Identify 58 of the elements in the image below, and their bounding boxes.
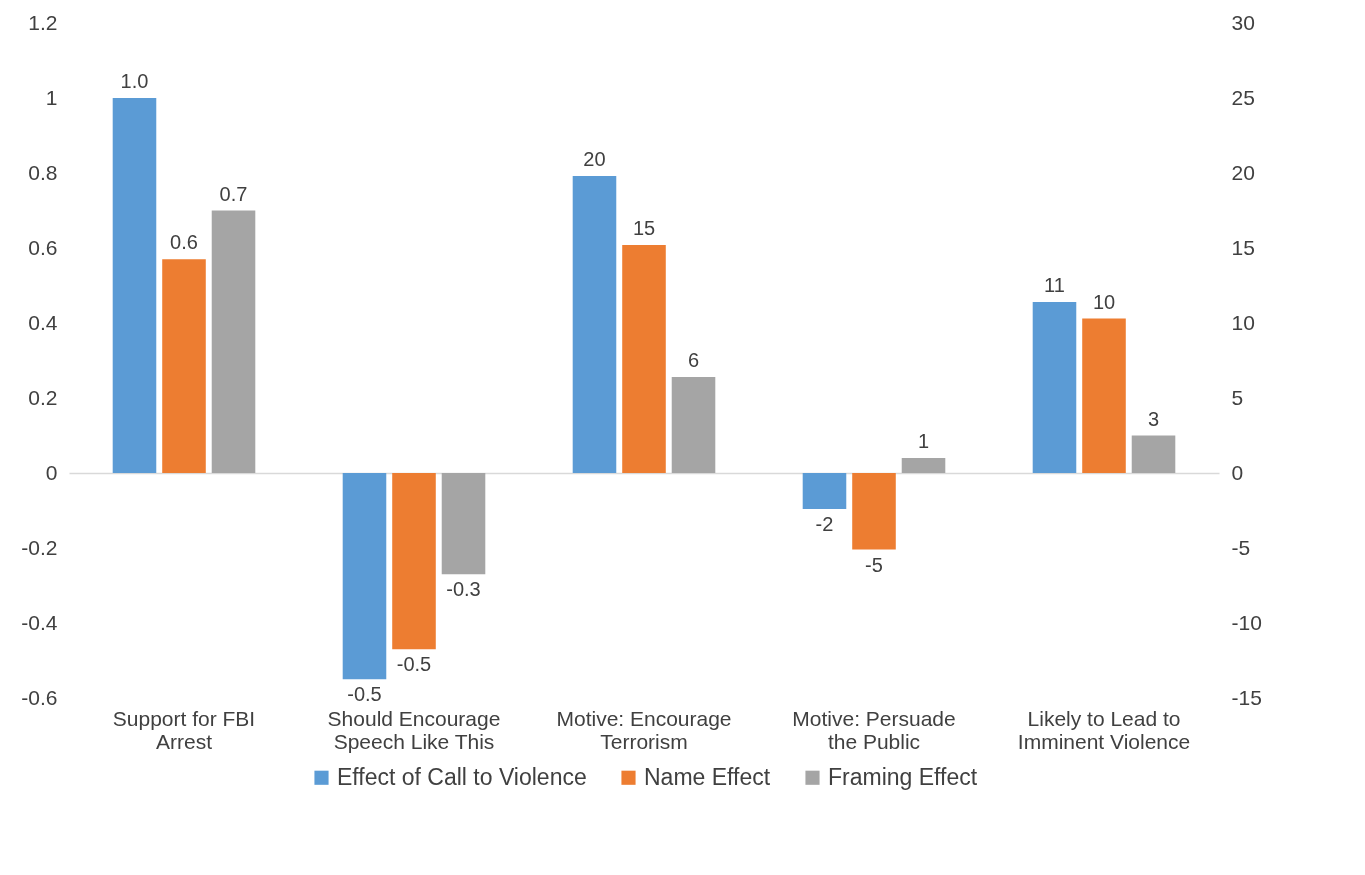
y-tick-label: -0.4 bbox=[21, 610, 58, 634]
data-label: 1 bbox=[917, 430, 930, 452]
bar bbox=[671, 377, 716, 473]
bar bbox=[802, 473, 847, 509]
bar bbox=[1082, 318, 1126, 473]
bar bbox=[112, 98, 157, 473]
x-tick-label: Motive: Encourage Terrorism bbox=[556, 706, 732, 753]
legend-label: Framing Effect bbox=[828, 763, 978, 790]
y2-tick-label: 30 bbox=[1231, 10, 1255, 34]
y-tick-label: 0.4 bbox=[28, 310, 58, 334]
x-tick-label: Motive: Persuade the Public bbox=[792, 706, 956, 753]
y2-tick-label: 15 bbox=[1231, 235, 1255, 259]
bar bbox=[211, 210, 256, 473]
bar bbox=[392, 473, 436, 650]
bar bbox=[852, 473, 896, 550]
bar bbox=[901, 458, 946, 473]
bar bbox=[441, 473, 486, 575]
y2-tick-label: -5 bbox=[1231, 535, 1251, 559]
y-tick-label: 1 bbox=[45, 85, 58, 109]
y-tick-label: 1.2 bbox=[28, 10, 58, 34]
legend-label: Effect of Call to Violence bbox=[337, 763, 587, 790]
y-tick-label: -0.6 bbox=[21, 685, 58, 709]
bar bbox=[162, 259, 206, 473]
x-tick-label: Support for FBI Arrest bbox=[112, 706, 256, 753]
data-label: 20 bbox=[583, 148, 606, 170]
data-label: -5 bbox=[865, 553, 883, 576]
data-label: 1.0 bbox=[120, 70, 149, 92]
y-tick-label: -0.2 bbox=[21, 535, 58, 559]
x-tick-label: Should Encourage Speech Like This bbox=[327, 706, 501, 753]
data-label: -2 bbox=[815, 513, 834, 535]
data-label: 3 bbox=[1147, 407, 1160, 430]
data-label: 10 bbox=[1092, 290, 1116, 313]
bar bbox=[342, 473, 387, 680]
y2-tick-label: 25 bbox=[1231, 85, 1255, 109]
y2-tick-label: -15 bbox=[1231, 685, 1262, 709]
data-label: -0.5 bbox=[347, 683, 382, 706]
x-tick-label: Likely to Lead to Imminent Violence bbox=[1017, 706, 1191, 753]
y2-tick-label: 5 bbox=[1231, 385, 1244, 409]
data-label: -0.3 bbox=[446, 578, 481, 601]
bar bbox=[622, 245, 666, 473]
data-label: 11 bbox=[1044, 274, 1065, 296]
bar bbox=[1131, 435, 1176, 473]
y-tick-label: 0.6 bbox=[28, 235, 58, 259]
data-label: 6 bbox=[687, 349, 700, 371]
y-tick-label: 0.2 bbox=[28, 385, 58, 409]
data-label: -0.5 bbox=[396, 653, 432, 676]
bar bbox=[572, 176, 617, 473]
y2-tick-label: 20 bbox=[1231, 160, 1255, 184]
y2-tick-label: 10 bbox=[1231, 310, 1255, 334]
data-label: 0.7 bbox=[219, 182, 248, 205]
data-label: 15 bbox=[632, 217, 656, 239]
y-tick-label: 0.8 bbox=[28, 160, 58, 184]
legend-label: Name Effect bbox=[644, 763, 771, 790]
y2-tick-label: 0 bbox=[1231, 460, 1244, 484]
y-tick-label: 0 bbox=[45, 460, 58, 484]
data-label: 0.6 bbox=[170, 231, 198, 254]
bar bbox=[1032, 302, 1077, 473]
y2-tick-label: -10 bbox=[1231, 610, 1262, 634]
